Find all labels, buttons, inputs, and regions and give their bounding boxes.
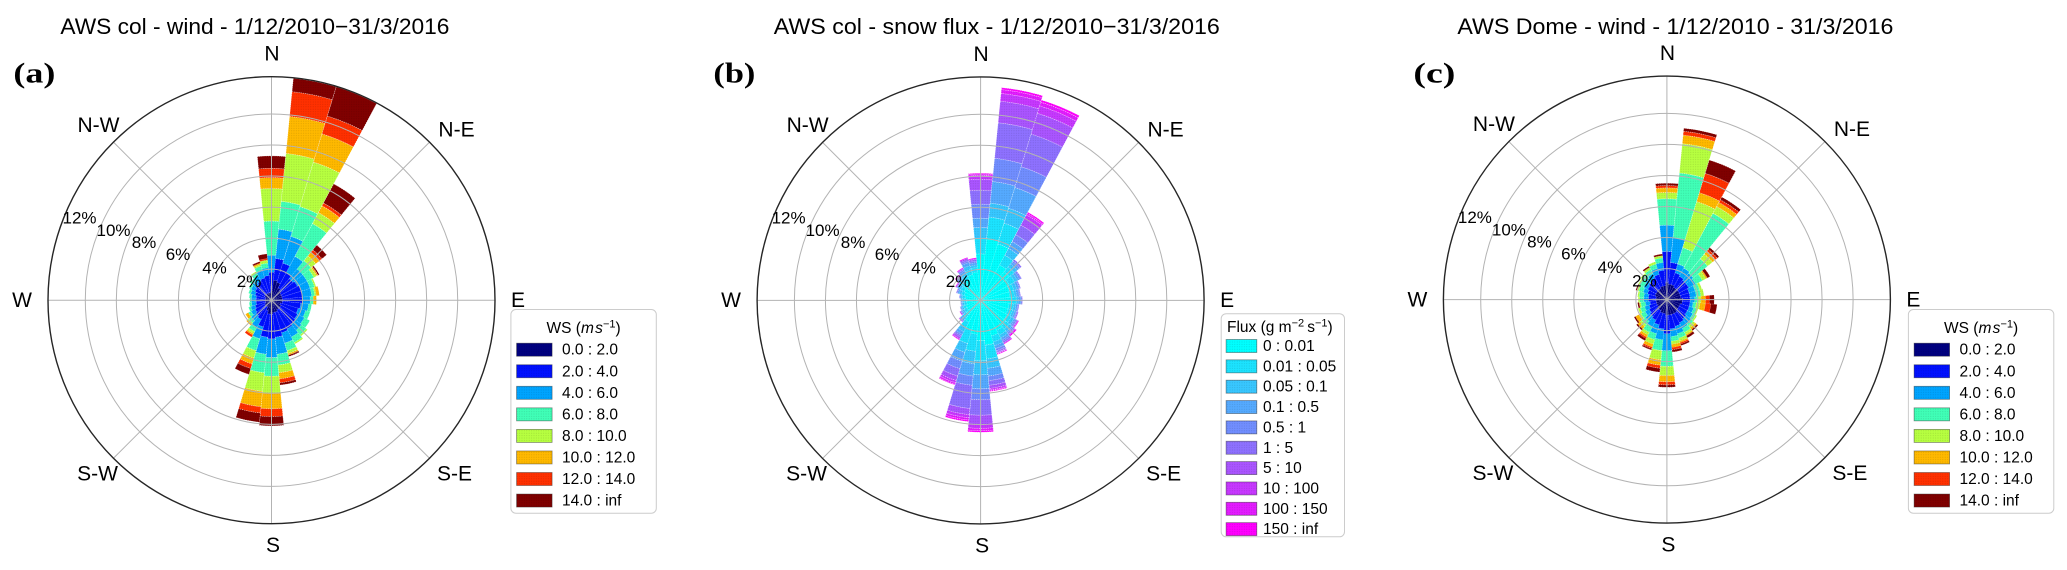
svg-text:Flux (g m−2 s−1): Flux (g m−2 s−1) [1227,318,1333,337]
svg-text:6%: 6% [166,245,191,264]
svg-text:(b): (b) [713,59,755,90]
svg-text:0.0 : 2.0: 0.0 : 2.0 [1960,342,2016,359]
svg-text:2%: 2% [237,272,262,291]
svg-text:N: N [264,43,279,66]
svg-text:N-W: N-W [787,114,829,137]
svg-text:10.0 : 12.0: 10.0 : 12.0 [1960,449,2034,466]
svg-text:S-E: S-E [1146,463,1181,486]
svg-text:S-W: S-W [786,463,827,486]
svg-text:S: S [266,534,280,557]
svg-text:2%: 2% [1632,271,1657,290]
svg-text:12%: 12% [62,209,96,228]
svg-text:E: E [1906,288,1920,311]
svg-text:S-W: S-W [1472,462,1513,485]
svg-text:N-W: N-W [1473,113,1515,136]
svg-text:N: N [974,43,989,66]
svg-text:E: E [511,289,525,312]
svg-text:(c): (c) [1413,59,1455,90]
svg-text:4%: 4% [911,259,936,278]
svg-text:8%: 8% [132,233,157,252]
svg-text:S-W: S-W [77,462,118,485]
svg-text:10%: 10% [1492,220,1526,239]
svg-text:AWS Dome - wind - 1/12/2010 -: AWS Dome - wind - 1/12/2010 - 31/3/2016 [1457,14,1893,39]
svg-text:0.01 : 0.05: 0.01 : 0.05 [1263,358,1336,375]
svg-text:4%: 4% [202,259,227,278]
svg-text:2.0 : 4.0: 2.0 : 4.0 [1960,363,2016,380]
svg-text:4.0 : 6.0: 4.0 : 6.0 [562,385,618,402]
svg-text:WS (m s−1): WS (m s−1) [547,319,621,338]
svg-text:6.0 : 8.0: 6.0 : 8.0 [562,406,618,423]
svg-text:4.0 : 6.0: 4.0 : 6.0 [1960,385,2016,402]
svg-text:2%: 2% [946,272,971,291]
svg-text:AWS col - snow flux - 1/12/201: AWS col - snow flux - 1/12/2010−31/3/201… [774,14,1220,39]
svg-text:WS (m s−1): WS (m s−1) [1944,319,2018,338]
svg-text:N: N [1660,42,1675,65]
svg-text:N-W: N-W [78,114,120,137]
svg-text:S: S [975,534,989,557]
svg-text:150 : inf: 150 : inf [1263,521,1319,538]
svg-text:14.0 : inf: 14.0 : inf [562,493,622,510]
svg-text:8.0 : 10.0: 8.0 : 10.0 [562,428,627,445]
svg-text:N-E: N-E [1834,118,1870,141]
svg-text:10%: 10% [96,221,130,240]
svg-text:6%: 6% [875,245,900,264]
svg-text:8%: 8% [1527,232,1552,251]
svg-text:N-E: N-E [1148,119,1184,142]
svg-text:N-E: N-E [438,118,474,141]
svg-text:100 : 150: 100 : 150 [1263,501,1328,518]
svg-text:8.0 : 10.0: 8.0 : 10.0 [1960,428,2025,445]
svg-text:0.05 : 0.1: 0.05 : 0.1 [1263,379,1328,396]
svg-text:0.0 : 2.0: 0.0 : 2.0 [562,342,618,359]
svg-text:1 : 5: 1 : 5 [1263,440,1293,457]
svg-text:S-E: S-E [1832,462,1867,485]
svg-text:12.0 : 14.0: 12.0 : 14.0 [1960,471,2034,488]
svg-text:0 : 0.01: 0 : 0.01 [1263,338,1315,355]
svg-text:W: W [721,289,741,312]
svg-text:12%: 12% [1458,208,1492,227]
svg-text:8%: 8% [841,233,866,252]
svg-text:W: W [12,289,32,312]
svg-text:12.0 : 14.0: 12.0 : 14.0 [562,471,636,488]
svg-text:4%: 4% [1598,258,1623,277]
svg-text:W: W [1407,288,1427,311]
svg-text:2.0 : 4.0: 2.0 : 4.0 [562,363,618,380]
svg-text:12%: 12% [772,209,806,228]
svg-text:14.0 : inf: 14.0 : inf [1960,493,2020,510]
svg-text:10.0 : 12.0: 10.0 : 12.0 [562,449,636,466]
svg-text:10%: 10% [806,221,840,240]
svg-text:6%: 6% [1561,244,1586,263]
svg-text:E: E [1220,289,1234,312]
svg-text:6.0 : 8.0: 6.0 : 8.0 [1960,406,2016,423]
svg-text:10 : 100: 10 : 100 [1263,480,1319,497]
svg-text:S: S [1661,534,1675,557]
svg-text:AWS col - wind - 1/12/2010−31/: AWS col - wind - 1/12/2010−31/3/2016 [60,14,449,39]
svg-text:0.5 : 1: 0.5 : 1 [1263,419,1306,436]
svg-text:S-E: S-E [437,462,472,485]
svg-text:5 : 10: 5 : 10 [1263,460,1302,477]
svg-text:(a): (a) [13,59,55,90]
svg-text:0.1 : 0.5: 0.1 : 0.5 [1263,399,1319,416]
